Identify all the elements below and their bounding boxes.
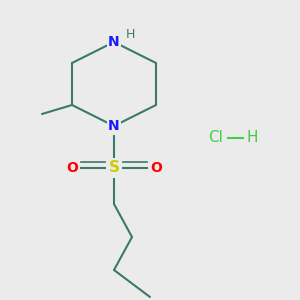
Text: S: S: [109, 160, 119, 175]
Text: O: O: [150, 161, 162, 175]
Text: Cl: Cl: [208, 130, 224, 146]
Text: O: O: [66, 161, 78, 175]
Text: N: N: [108, 35, 120, 49]
Text: N: N: [108, 119, 120, 133]
Text: H: H: [246, 130, 258, 146]
Text: H: H: [126, 28, 135, 41]
